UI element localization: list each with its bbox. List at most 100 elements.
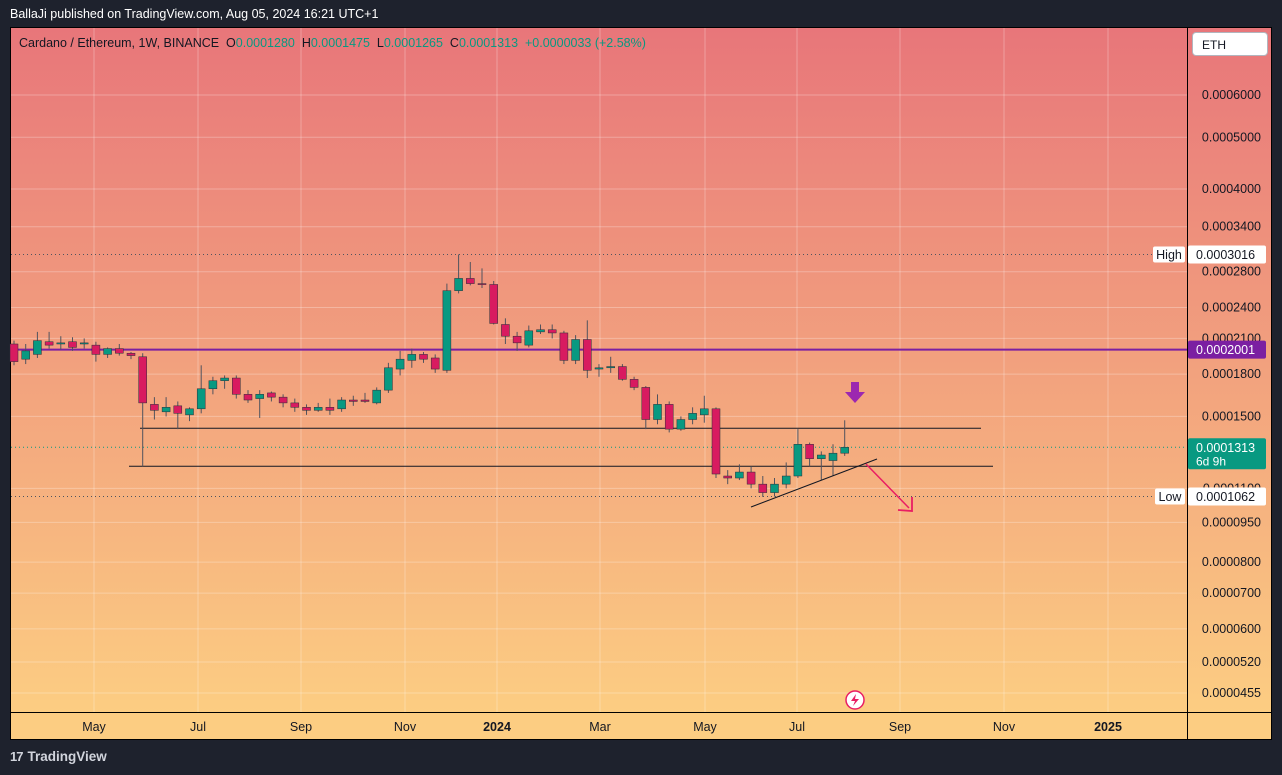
candle-body (243, 394, 253, 401)
legend-low-label: L (376, 36, 384, 50)
candle[interactable] (243, 390, 253, 403)
candle-body (384, 367, 393, 391)
candle[interactable] (524, 325, 534, 348)
candle[interactable] (349, 395, 358, 406)
candle[interactable] (618, 364, 627, 381)
candle[interactable] (641, 386, 651, 430)
candle[interactable] (185, 407, 194, 422)
candle[interactable] (840, 420, 849, 456)
price-axis-tick-label: 0.0000700 (1202, 586, 1261, 600)
candle[interactable] (793, 429, 803, 479)
candle-body (489, 284, 498, 324)
candle[interactable] (138, 353, 147, 467)
candle[interactable] (68, 337, 77, 351)
candle[interactable] (489, 280, 498, 325)
candle[interactable] (255, 390, 264, 418)
candle[interactable] (395, 350, 405, 376)
candle[interactable] (290, 398, 300, 412)
candle[interactable] (711, 407, 721, 479)
candle[interactable] (220, 375, 229, 389)
candle[interactable] (512, 331, 522, 351)
resistance-price-tag-box (1188, 340, 1266, 359)
lightning-bolt-icon (851, 694, 859, 706)
candle[interactable] (442, 283, 452, 373)
candle[interactable] (501, 318, 510, 344)
candle[interactable] (547, 324, 557, 339)
candle[interactable] (594, 364, 604, 377)
candle[interactable] (536, 324, 545, 335)
candle[interactable] (746, 466, 756, 489)
tradingview-brand[interactable]: 17 TradingView (10, 749, 107, 764)
price-axis-tick-label: 0.0000800 (1202, 555, 1261, 569)
candle[interactable] (688, 407, 697, 425)
candle[interactable] (781, 462, 791, 489)
candle[interactable] (278, 394, 288, 408)
candle[interactable] (325, 398, 335, 415)
candle[interactable] (735, 464, 744, 481)
candle[interactable] (571, 335, 580, 365)
candle[interactable] (477, 268, 487, 288)
candle[interactable] (267, 391, 276, 402)
candle[interactable] (817, 451, 826, 481)
candle[interactable] (302, 404, 311, 415)
time-axis-tick-label: Mar (589, 720, 611, 734)
bearish-arrow-line[interactable] (865, 463, 910, 509)
candle-body (629, 379, 639, 388)
candle[interactable] (56, 336, 66, 350)
candle[interactable] (337, 397, 346, 412)
candle[interactable] (21, 343, 30, 365)
candle[interactable] (313, 402, 323, 412)
candle[interactable] (805, 442, 814, 467)
candle[interactable] (33, 331, 42, 358)
candle[interactable] (828, 444, 838, 477)
candle-body (664, 404, 674, 430)
candle[interactable] (126, 352, 136, 360)
candle[interactable] (384, 362, 393, 393)
candle[interactable] (196, 365, 206, 414)
time-axis-tick-label: Nov (993, 720, 1016, 734)
candle[interactable] (79, 338, 89, 349)
candle[interactable] (150, 397, 159, 420)
candle[interactable] (758, 476, 768, 497)
candle[interactable] (407, 348, 417, 368)
candle-body (407, 354, 417, 361)
candle-body (700, 408, 709, 416)
candle[interactable] (232, 375, 241, 399)
candle[interactable] (208, 376, 218, 395)
candle[interactable] (44, 331, 54, 349)
candle[interactable] (372, 387, 381, 405)
candle[interactable] (466, 261, 475, 286)
candle[interactable] (606, 356, 615, 373)
candle[interactable] (700, 395, 709, 423)
candle[interactable] (629, 376, 639, 391)
currency-button[interactable]: ETH (1192, 32, 1268, 56)
down-arrow-icon[interactable] (845, 382, 865, 403)
trendline-support[interactable] (750, 458, 878, 508)
candle-body (325, 407, 335, 411)
candle-body (536, 329, 545, 333)
candle[interactable] (9, 340, 19, 366)
candle[interactable] (360, 392, 370, 403)
candle[interactable] (161, 397, 171, 417)
candle[interactable] (664, 401, 674, 433)
candle[interactable] (723, 470, 732, 485)
candle-body (641, 387, 651, 420)
candle-body (79, 342, 89, 345)
candle[interactable] (454, 254, 463, 294)
candle[interactable] (103, 347, 112, 358)
candle[interactable] (583, 320, 592, 379)
candle[interactable] (676, 416, 686, 431)
price-axis-tick-label: 0.0002800 (1202, 265, 1261, 279)
candle[interactable] (173, 401, 183, 430)
candle[interactable] (91, 341, 101, 362)
candle[interactable] (653, 394, 662, 425)
candle[interactable] (559, 330, 569, 365)
candle[interactable] (419, 352, 428, 363)
candle[interactable] (770, 478, 779, 497)
candle-body (91, 344, 101, 355)
candle[interactable] (430, 354, 440, 373)
candle-body (442, 290, 452, 371)
candle-body (735, 471, 744, 479)
candle[interactable] (115, 343, 124, 356)
